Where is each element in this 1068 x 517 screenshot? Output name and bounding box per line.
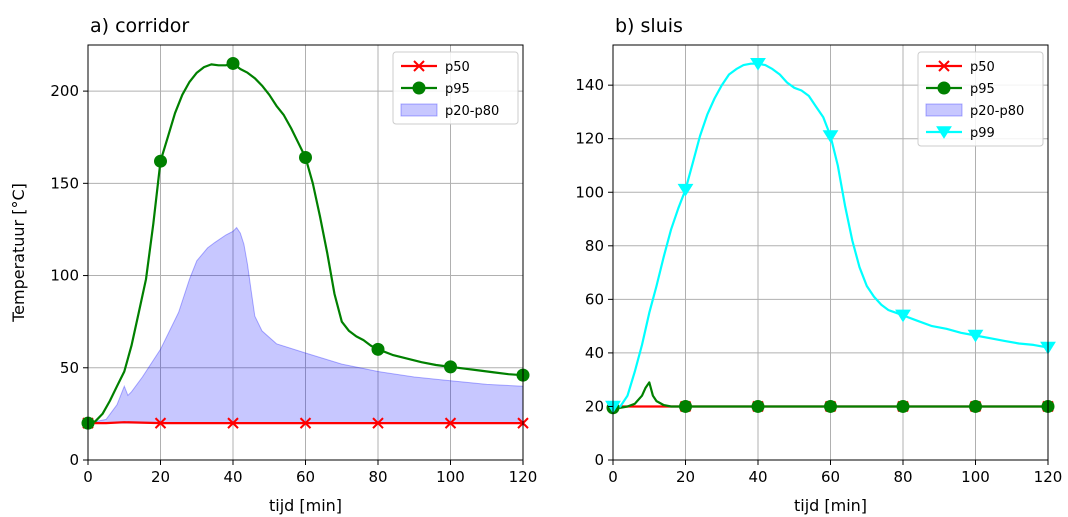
series-line-p99 (613, 62, 1048, 408)
legend-box (917, 51, 1044, 147)
x-tick-label: 120 (509, 468, 538, 486)
y-tick-label: 50 (60, 359, 79, 377)
data-point-p99 (750, 57, 766, 71)
data-point-p95 (371, 342, 385, 356)
y-tick-label: 150 (50, 174, 79, 192)
legend-label-p20-p80: p20-p80 (445, 104, 499, 119)
data-point-p95 (299, 151, 312, 165)
x-tick-label: 120 (1034, 468, 1063, 486)
data-point-p50 (444, 417, 457, 429)
x-axis-label: tijd [min] (794, 496, 867, 515)
x-tick-label: 0 (608, 468, 618, 486)
y-axis-label: Temperatuur [°C] (9, 183, 28, 323)
x-tick-label: 100 (436, 468, 465, 486)
data-point-p99 (967, 329, 984, 343)
x-tick-label: 60 (821, 468, 840, 486)
legend-marker-p99 (936, 126, 952, 139)
panel-corridor: 0 20 40 60 80 100 120 0 50 100 150 200 a) corridor ti… (9, 15, 537, 515)
legend-marker-p95 (412, 81, 426, 95)
legend-marker-p95 (937, 81, 951, 95)
legend-marker-p50 (938, 60, 950, 72)
y-tick-label: 200 (50, 82, 79, 100)
x-axis-label: tijd [min] (269, 496, 342, 515)
legend: p50 p95 p20-p80 (392, 51, 519, 125)
y-tick-label: 100 (575, 183, 604, 201)
x-tick-label: 60 (296, 468, 315, 486)
series-line-p95 (88, 62, 523, 425)
x-tick-label: 100 (961, 468, 990, 486)
y-tick-label: 140 (575, 76, 604, 94)
data-point-p95 (751, 399, 765, 413)
legend-label-p50: p50 (445, 60, 470, 75)
x-tick-label: 40 (223, 468, 242, 486)
legend-label-p20-p80: p20-p80 (970, 104, 1024, 119)
data-point-p95 (824, 399, 837, 413)
x-tick-label: 20 (676, 468, 695, 486)
data-point-p50 (372, 417, 384, 429)
legend-label-p99: p99 (970, 126, 995, 141)
y-tick-label: 80 (585, 237, 604, 255)
legend-swatch-p20-p80 (400, 103, 438, 117)
data-point-p95 (444, 360, 457, 374)
data-point-p50 (154, 417, 167, 429)
legend-label-p95: p95 (445, 82, 470, 97)
data-point-p99 (677, 183, 694, 197)
data-point-p95 (969, 399, 982, 413)
x-tick-label: 80 (893, 468, 912, 486)
data-point-p95 (226, 56, 240, 70)
data-point-p50 (299, 417, 312, 429)
data-point-p95 (679, 399, 692, 413)
x-tick-label: 80 (368, 468, 387, 486)
y-tick-label: 0 (594, 451, 604, 469)
legend-marker-p50 (413, 60, 425, 72)
y-tick-label: 40 (585, 344, 604, 362)
y-tick-label: 120 (575, 130, 604, 148)
x-tick-label: 40 (748, 468, 767, 486)
data-point-p99 (895, 309, 911, 323)
data-point-p50 (227, 417, 239, 429)
y-tick-label: 20 (585, 397, 604, 415)
y-tick-label: 60 (585, 290, 604, 308)
legend: p50 p95 p20-p80 p99 (917, 51, 1044, 147)
data-point-p95 (154, 154, 167, 168)
y-tick-label: 0 (69, 451, 79, 469)
data-point-p99 (822, 130, 839, 143)
legend-swatch-p20-p80 (925, 103, 963, 117)
chart-title: a) corridor (90, 15, 189, 37)
series-line-p95 (613, 381, 1048, 409)
x-tick-label: 20 (151, 468, 170, 486)
chart-title: b) sluis (615, 15, 683, 37)
y-tick-label: 100 (50, 267, 79, 285)
panel-sluis: 0 20 40 60 80 100 120 0 20 40 60 80 100 120 140 b) slui… (575, 15, 1062, 515)
x-tick-label: 0 (83, 468, 93, 486)
data-point-p95 (896, 399, 910, 413)
legend-label-p95: p95 (970, 82, 995, 97)
legend-label-p50: p50 (970, 60, 995, 75)
